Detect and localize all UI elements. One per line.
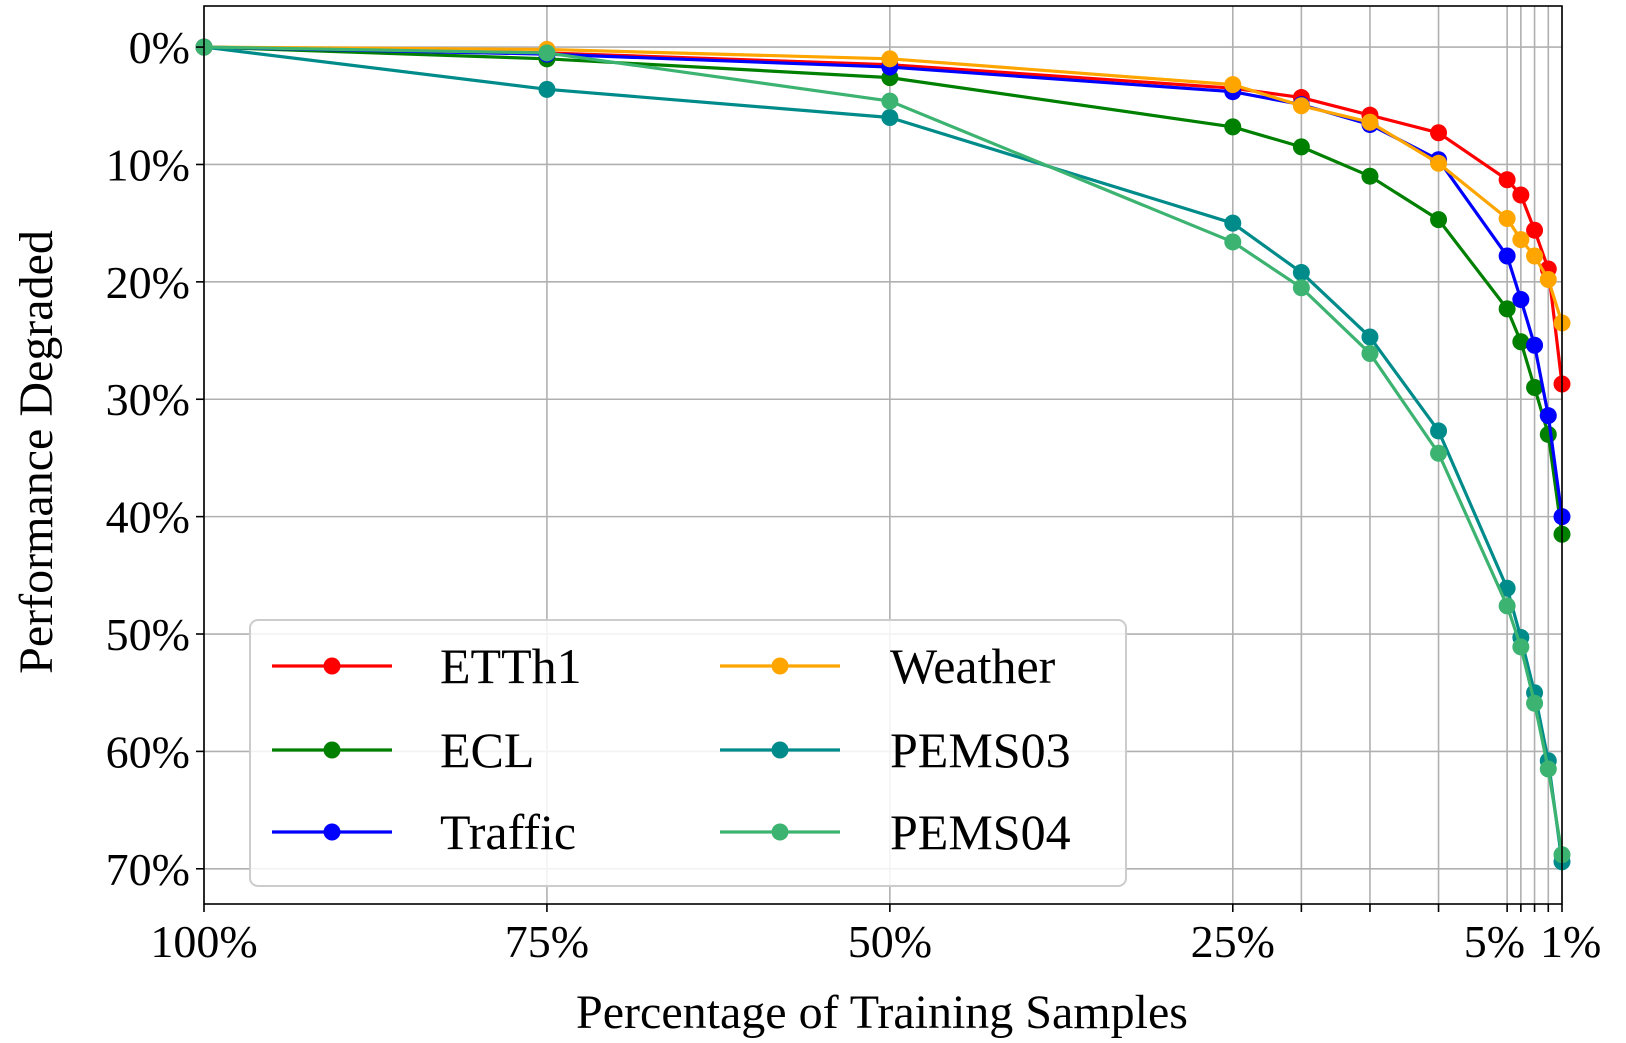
data-point <box>1430 422 1448 440</box>
data-point <box>1498 300 1516 318</box>
y-tick-label: 10% <box>106 139 190 190</box>
data-point <box>1361 113 1379 131</box>
data-point <box>1526 694 1544 712</box>
data-point <box>1512 290 1530 308</box>
legend-label: Traffic <box>440 804 576 860</box>
x-tick-label: 1% <box>1540 916 1601 967</box>
y-tick-label: 30% <box>106 374 190 425</box>
legend-entry-traffic: Traffic <box>272 804 576 860</box>
data-point <box>538 80 556 98</box>
data-point <box>1361 328 1379 346</box>
legend-label: ETTh1 <box>440 638 582 694</box>
legend-swatch-marker <box>771 823 789 841</box>
data-point <box>1224 118 1242 136</box>
data-point <box>1224 214 1242 232</box>
legend-swatch-marker <box>771 741 789 759</box>
data-point <box>881 109 899 127</box>
data-point <box>538 44 556 62</box>
legend-entry-pems04: PEMS04 <box>720 804 1071 860</box>
legend-entry-ecl: ECL <box>272 722 534 778</box>
legend-entry-weather: Weather <box>720 638 1056 694</box>
data-point <box>1292 263 1310 281</box>
x-tick-label: 25% <box>1191 916 1275 967</box>
data-point <box>1224 233 1242 251</box>
series-layer <box>195 38 1571 871</box>
y-tick-label: 20% <box>106 257 190 308</box>
data-point <box>1498 579 1516 597</box>
legend-swatch-marker <box>323 741 341 759</box>
legend: ETTh1 ECL Traffic Weather PEMS03 PEMS04 <box>249 619 1127 887</box>
data-point <box>1526 221 1544 239</box>
data-point <box>1512 231 1530 249</box>
y-axis-label: Performance Degraded <box>10 230 63 674</box>
data-point <box>1430 124 1448 142</box>
data-point <box>1539 425 1557 443</box>
data-point <box>1498 209 1516 227</box>
data-point <box>1430 444 1448 462</box>
x-tick-label: 100% <box>150 916 257 967</box>
legend-label: PEMS04 <box>890 804 1071 860</box>
data-point <box>1292 279 1310 297</box>
legend-swatch-marker <box>771 657 789 675</box>
y-tick-label: 0% <box>129 22 190 73</box>
data-point <box>1512 333 1530 351</box>
data-point <box>1430 154 1448 172</box>
data-point <box>1224 76 1242 94</box>
legend-label: Weather <box>890 638 1056 694</box>
legend-label: PEMS03 <box>890 722 1071 778</box>
legend-label: ECL <box>440 722 534 778</box>
data-point <box>1526 247 1544 265</box>
y-tick-label: 40% <box>106 492 190 543</box>
data-point <box>1526 379 1544 397</box>
x-axis-label: Percentage of Training Samples <box>576 986 1188 1039</box>
series-line <box>203 45 1564 855</box>
y-tick-label: 50% <box>106 609 190 660</box>
x-tick-label: 50% <box>848 916 932 967</box>
plot-frame <box>203 5 1563 905</box>
data-point <box>881 50 899 68</box>
legend-entry-etth1: ETTh1 <box>272 638 582 694</box>
y-tick-layer: 0% 10% 20% 30% 40% 50% 60% 70% <box>106 22 204 895</box>
y-tick-label: 60% <box>106 726 190 777</box>
data-point <box>1498 247 1516 265</box>
x-tick-layer: 100% 75% 50% 25% 5% 1% <box>150 904 1601 967</box>
data-point <box>1361 167 1379 185</box>
data-point <box>1430 211 1448 229</box>
series-pems04 <box>195 38 1571 864</box>
x-tick-label: 75% <box>505 916 589 967</box>
data-point <box>1361 344 1379 362</box>
y-tick-label: 70% <box>106 844 190 895</box>
data-point <box>1498 171 1516 189</box>
legend-box <box>249 619 1127 887</box>
data-point <box>1539 407 1557 425</box>
legend-entry-pems03: PEMS03 <box>720 722 1071 778</box>
legend-swatch-marker <box>323 823 341 841</box>
data-point <box>1512 186 1530 204</box>
data-point <box>1512 638 1530 656</box>
x-tick-label: 5% <box>1464 916 1525 967</box>
legend-swatch-marker <box>323 657 341 675</box>
data-point <box>1539 271 1557 289</box>
data-point <box>881 92 899 110</box>
data-point <box>1539 760 1557 778</box>
data-point <box>1498 597 1516 615</box>
data-point <box>1526 336 1544 354</box>
data-point <box>1292 97 1310 115</box>
data-point <box>1292 138 1310 156</box>
